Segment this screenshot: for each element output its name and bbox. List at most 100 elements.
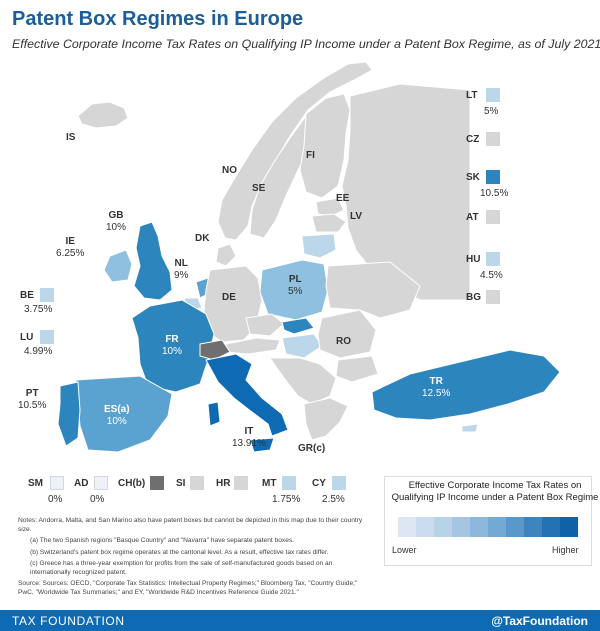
box-swatch-belgium xyxy=(40,288,54,302)
notes-block: Notes: Andorra, Malta, and San Marino al… xyxy=(18,517,373,600)
label-turkey: TR 12.5% xyxy=(422,376,451,399)
box-rate-belgium: 3.75% xyxy=(24,304,53,315)
box-label-bulgaria: BG xyxy=(466,292,481,303)
label-france: FR 10% xyxy=(162,334,183,357)
legend-step xyxy=(488,517,506,537)
note-c: (c) Greece has a three-year exemption fo… xyxy=(30,560,333,576)
label-norway: NO xyxy=(222,165,237,176)
country-east-region xyxy=(341,83,471,301)
box-swatch-hungary xyxy=(486,252,500,266)
label-spain: ES(a) 10% xyxy=(104,404,130,427)
country-ireland xyxy=(103,249,133,283)
map-subtitle: Effective Corporate Income Tax Rates on … xyxy=(12,37,600,51)
country-portugal xyxy=(57,381,81,447)
footer-brand: TAX FOUNDATION xyxy=(12,614,125,628)
country-italy xyxy=(205,353,289,437)
box-label-croatia: HR xyxy=(216,478,231,489)
label-finland: FI xyxy=(306,150,315,161)
label-poland: PL 5% xyxy=(288,274,303,297)
box-label-malta: MT xyxy=(262,478,277,489)
country-greece xyxy=(303,397,349,441)
box-label-austria: AT xyxy=(466,212,479,223)
note-source: Source: Sources: OECD, "Corporate Tax St… xyxy=(18,580,358,596)
box-label-hungary: HU xyxy=(466,254,481,265)
box-rate-slovakia: 10.5% xyxy=(480,188,509,199)
country-switzerland xyxy=(199,339,231,361)
country-denmark xyxy=(215,243,237,267)
country-france xyxy=(131,299,215,393)
legend-step xyxy=(542,517,560,537)
country-estonia xyxy=(315,197,345,217)
box-swatch-andorra xyxy=(94,476,108,490)
legend-step xyxy=(506,517,524,537)
box-swatch-cyprus xyxy=(332,476,346,490)
label-iceland: IS xyxy=(66,132,76,143)
legend-scale xyxy=(398,517,578,537)
map-title: Patent Box Regimes in Europe xyxy=(12,8,304,30)
box-swatch-malta xyxy=(282,476,296,490)
box-swatch-slovenia xyxy=(190,476,204,490)
country-hungary xyxy=(281,333,323,359)
label-sweden: SE xyxy=(252,183,266,194)
legend-step xyxy=(416,517,434,537)
box-rate-cyprus: 2.5% xyxy=(322,494,345,505)
box-label-slovakia: SK xyxy=(466,172,480,183)
box-label-andorra: AD xyxy=(74,478,89,489)
country-romania xyxy=(317,309,377,359)
legend-low-label: Lower xyxy=(392,545,417,555)
box-label-slovenia: SI xyxy=(176,478,186,489)
box-label-san-marino: SM xyxy=(28,478,43,489)
label-germany: DE xyxy=(222,292,236,303)
label-portugal: PT 10.5% xyxy=(18,388,47,411)
country-uk xyxy=(133,221,173,301)
label-uk: GB 10% xyxy=(106,210,127,233)
label-italy: IT 13.91% xyxy=(232,426,266,449)
country-poland xyxy=(259,259,329,321)
country-iceland xyxy=(77,101,129,129)
label-estonia: EE xyxy=(336,193,350,204)
box-swatch-switzerland xyxy=(150,476,164,490)
country-finland xyxy=(299,93,351,199)
country-lithuania xyxy=(301,233,337,259)
box-swatch-lithuania xyxy=(486,88,500,102)
box-rate-luxembourg: 4.99% xyxy=(24,346,53,357)
country-bulgaria xyxy=(335,355,379,383)
footer-bar: TAX FOUNDATION @TaxFoundation xyxy=(0,610,600,631)
box-rate-andorra: 0% xyxy=(90,494,105,505)
legend-step xyxy=(398,517,416,537)
country-sicily xyxy=(249,437,275,453)
note-b: (b) Switzerland's patent box regime oper… xyxy=(30,548,329,556)
country-balkans xyxy=(269,357,337,405)
legend-step xyxy=(470,517,488,537)
box-rate-malta: 1.75% xyxy=(272,494,301,505)
note-main: Notes: Andorra, Malta, and San Marino al… xyxy=(18,517,363,533)
label-romania: RO xyxy=(336,336,351,347)
box-label-belgium: BE xyxy=(20,290,34,301)
label-greece: GR(c) xyxy=(298,443,326,454)
legend-step xyxy=(452,517,470,537)
legend-step xyxy=(560,517,578,537)
legend-box xyxy=(384,476,592,566)
country-latvia xyxy=(311,213,347,233)
box-label-czechia: CZ xyxy=(466,134,480,145)
country-czechia xyxy=(245,313,285,337)
box-rate-lithuania: 5% xyxy=(484,106,499,117)
box-swatch-bulgaria xyxy=(486,290,500,304)
country-ukraine xyxy=(325,261,421,319)
country-turkey xyxy=(371,349,561,421)
note-a: (a) The two Spanish regions "Basque Coun… xyxy=(30,537,294,544)
box-swatch-croatia xyxy=(234,476,248,490)
country-sardinia xyxy=(207,401,221,427)
label-ireland: IE 6.25% xyxy=(56,236,85,259)
country-slovakia xyxy=(281,317,315,335)
box-label-switzerland: CH(b) xyxy=(118,478,146,489)
legend-high-label: Higher xyxy=(552,545,579,555)
label-latvia: LV xyxy=(350,211,363,222)
box-rate-san-marino: 0% xyxy=(48,494,63,505)
box-swatch-czechia xyxy=(486,132,500,146)
box-swatch-luxembourg xyxy=(40,330,54,344)
box-swatch-san-marino xyxy=(50,476,64,490)
box-swatch-slovakia xyxy=(486,170,500,184)
footer-handle[interactable]: @TaxFoundation xyxy=(491,614,588,628)
box-label-luxembourg: LU xyxy=(20,332,34,343)
